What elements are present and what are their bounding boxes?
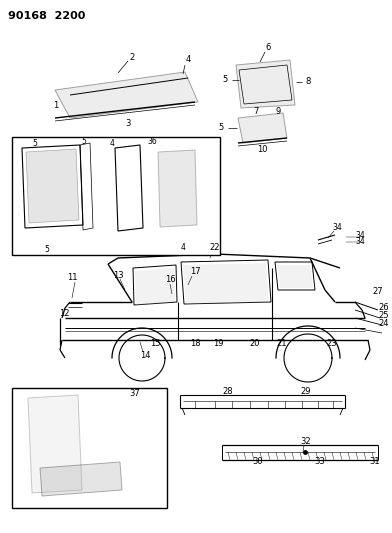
Polygon shape bbox=[236, 60, 295, 108]
Text: 25: 25 bbox=[379, 311, 389, 320]
Text: 9: 9 bbox=[275, 108, 281, 117]
Text: 16: 16 bbox=[165, 276, 175, 285]
Text: 21: 21 bbox=[277, 340, 287, 349]
Text: 6: 6 bbox=[265, 44, 271, 52]
Polygon shape bbox=[26, 149, 79, 223]
Text: 22: 22 bbox=[210, 244, 220, 253]
Text: 8: 8 bbox=[305, 77, 311, 86]
Text: 27: 27 bbox=[373, 287, 383, 296]
Text: 20: 20 bbox=[250, 340, 260, 349]
Text: 2: 2 bbox=[129, 52, 134, 61]
Text: 1: 1 bbox=[53, 101, 59, 109]
Polygon shape bbox=[40, 462, 122, 496]
Text: 28: 28 bbox=[223, 387, 233, 397]
Text: 34: 34 bbox=[332, 223, 342, 232]
Text: 7: 7 bbox=[253, 108, 259, 117]
Text: 19: 19 bbox=[213, 340, 223, 349]
Text: 23: 23 bbox=[327, 340, 337, 349]
Text: 29: 29 bbox=[301, 387, 311, 397]
Text: 24: 24 bbox=[379, 319, 389, 328]
Text: 15: 15 bbox=[150, 340, 160, 349]
Text: 34: 34 bbox=[355, 230, 365, 239]
Text: 34: 34 bbox=[355, 237, 365, 246]
Text: 30: 30 bbox=[253, 457, 263, 466]
Text: 11: 11 bbox=[67, 273, 77, 282]
Text: 37: 37 bbox=[130, 389, 140, 398]
Text: 26: 26 bbox=[379, 303, 389, 312]
Polygon shape bbox=[277, 265, 313, 288]
Text: 13: 13 bbox=[113, 271, 123, 279]
Text: 5: 5 bbox=[45, 245, 49, 254]
Polygon shape bbox=[28, 395, 82, 493]
Text: 33: 33 bbox=[315, 457, 325, 466]
Polygon shape bbox=[55, 72, 198, 118]
Bar bbox=[12, 137, 220, 255]
Text: 5: 5 bbox=[218, 124, 223, 133]
Text: 14: 14 bbox=[140, 351, 150, 360]
Text: 4: 4 bbox=[185, 55, 191, 64]
Text: 31: 31 bbox=[370, 457, 380, 466]
Text: 4: 4 bbox=[109, 139, 114, 148]
Text: 5: 5 bbox=[33, 140, 38, 149]
Text: 5: 5 bbox=[82, 136, 87, 146]
Text: 36: 36 bbox=[147, 136, 157, 146]
Text: 10: 10 bbox=[257, 146, 267, 155]
Polygon shape bbox=[183, 263, 269, 304]
Text: 5: 5 bbox=[222, 76, 228, 85]
Text: 18: 18 bbox=[190, 340, 200, 349]
Text: 3: 3 bbox=[125, 118, 131, 127]
Text: 4: 4 bbox=[181, 244, 185, 253]
Text: 90168  2200: 90168 2200 bbox=[8, 11, 85, 21]
Text: 12: 12 bbox=[59, 310, 69, 319]
Bar bbox=[12, 388, 167, 508]
Polygon shape bbox=[135, 268, 175, 305]
Text: 32: 32 bbox=[301, 437, 311, 446]
Polygon shape bbox=[238, 113, 287, 143]
Polygon shape bbox=[158, 150, 197, 227]
Text: 17: 17 bbox=[190, 268, 200, 277]
